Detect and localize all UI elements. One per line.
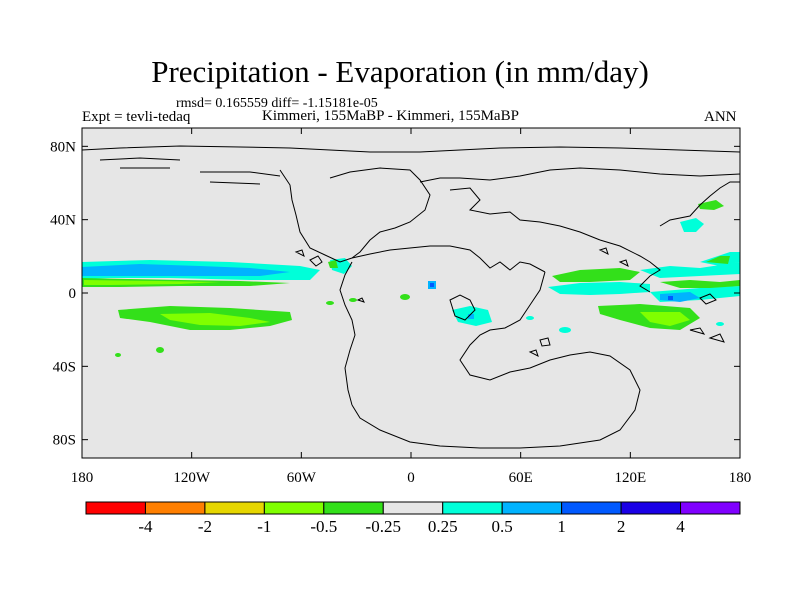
colorbar-label: -1 (257, 517, 271, 536)
y-tick-label: 80S (53, 433, 76, 449)
coastline-north (82, 145, 740, 153)
coastline-north-inlets (99, 157, 281, 185)
colorbar-label: 4 (676, 517, 685, 536)
x-tick-label: 120E (614, 470, 646, 486)
colorbar-box (442, 501, 503, 515)
colorbar-box (85, 501, 146, 515)
contour-sp-dot-2 (115, 353, 121, 357)
stats-label: rmsd= 0.165559 diff= -1.15181e-05 (176, 96, 378, 111)
contour-east-moist-1 (548, 282, 650, 295)
colorbar-box (144, 501, 206, 515)
coastline-gondwana-west (339, 261, 356, 406)
colorbar-box (501, 501, 563, 515)
contour-sm-moist-3 (716, 322, 724, 326)
coastline-tethys-north (419, 167, 740, 183)
colorbar-label: -2 (198, 517, 212, 536)
contour-pacific-band-dry-light (84, 280, 220, 285)
contour-east-moist-dot (668, 296, 673, 300)
y-tick-label: 40S (53, 359, 76, 375)
subtitle: Kimmeri, 155MaBP - Kimmeri, 155MaBP (262, 108, 519, 124)
contour-fills (82, 200, 740, 357)
colorbar-label: -0.5 (310, 517, 337, 536)
colorbar-label: -0.25 (366, 517, 401, 536)
contour-pacific-band-core (82, 264, 290, 276)
colorbar-box (680, 501, 741, 515)
contour-sp-dot-3 (326, 301, 334, 305)
y-tick-label: 0 (69, 286, 77, 302)
colorbar-label: -4 (138, 517, 153, 536)
coastline-asia-south (599, 239, 661, 293)
contour-sm-moist (559, 327, 571, 333)
x-tick-label: 180 (729, 470, 752, 486)
colorbar-label: 1 (557, 517, 566, 536)
colorbar-box (204, 501, 265, 515)
colorbar-box (382, 501, 444, 515)
colorbar-label: 0.25 (428, 517, 458, 536)
season-label: ANN (704, 109, 737, 125)
contour-south-continent-core (468, 314, 474, 319)
coastline-islands-a (294, 249, 365, 303)
y-tick-label: 40N (50, 213, 76, 229)
coastline-na-east (329, 167, 431, 259)
contour-sp-dot-1 (156, 347, 164, 353)
contour-northeast-moist (680, 218, 704, 232)
colorbar-box (323, 501, 384, 515)
coastline-islands-c (689, 293, 725, 343)
contour-dot-green-a (400, 294, 410, 300)
x-tick-label: 180 (71, 470, 94, 486)
coastline-inner-sea (449, 294, 476, 321)
x-tick-label: 0 (407, 470, 415, 486)
x-tick-label: 60E (509, 470, 533, 486)
colorbar-box (561, 501, 622, 515)
colorbar-box (263, 501, 325, 515)
coastline-east-asia (659, 181, 740, 227)
colorbar-labels: -4 -2 -1 -0.5 -0.25 0.25 0.5 1 2 4 (138, 517, 685, 536)
contour-equatorial-cell-core (430, 283, 434, 287)
contour-sm-moist-2 (526, 316, 534, 320)
figure-title: Precipitation - Evaporation (in mm/day) (151, 54, 649, 89)
y-tick-label: 80N (50, 139, 76, 155)
contour-east-dry-2-core (640, 312, 690, 326)
experiment-label: Expt = tevli-tedaq (82, 109, 191, 125)
coastline-europe (449, 187, 601, 241)
colorbar-label: 0.5 (492, 517, 513, 536)
contour-east-dry-1 (552, 268, 640, 282)
contour-dot-green-b (349, 298, 357, 302)
contour-far-northeast-dry (698, 200, 724, 210)
colorbar-box (620, 501, 682, 515)
coastline-gondwana-east (351, 271, 641, 449)
x-tick-label: 120W (173, 470, 211, 486)
contour-east-moist-2 (640, 262, 740, 278)
contour-central-america-dry (328, 260, 338, 268)
coastlines (82, 145, 740, 449)
colorbar-label: 2 (617, 517, 626, 536)
contour-south-pacific-dry-core (160, 313, 270, 326)
coastline-na-west (279, 169, 353, 263)
coastline-gondwana-north (351, 245, 546, 273)
contour-east-dry-3 (660, 280, 740, 288)
coastline-islands-b (528, 247, 629, 357)
contour-east-dry-4 (706, 256, 730, 264)
map-axes: 80N 40N 0 40S 80S 180 120W 60W 0 60E 120E 180 (50, 128, 751, 486)
x-tick-label: 60W (287, 470, 317, 486)
colorbar-boxes (85, 501, 741, 515)
